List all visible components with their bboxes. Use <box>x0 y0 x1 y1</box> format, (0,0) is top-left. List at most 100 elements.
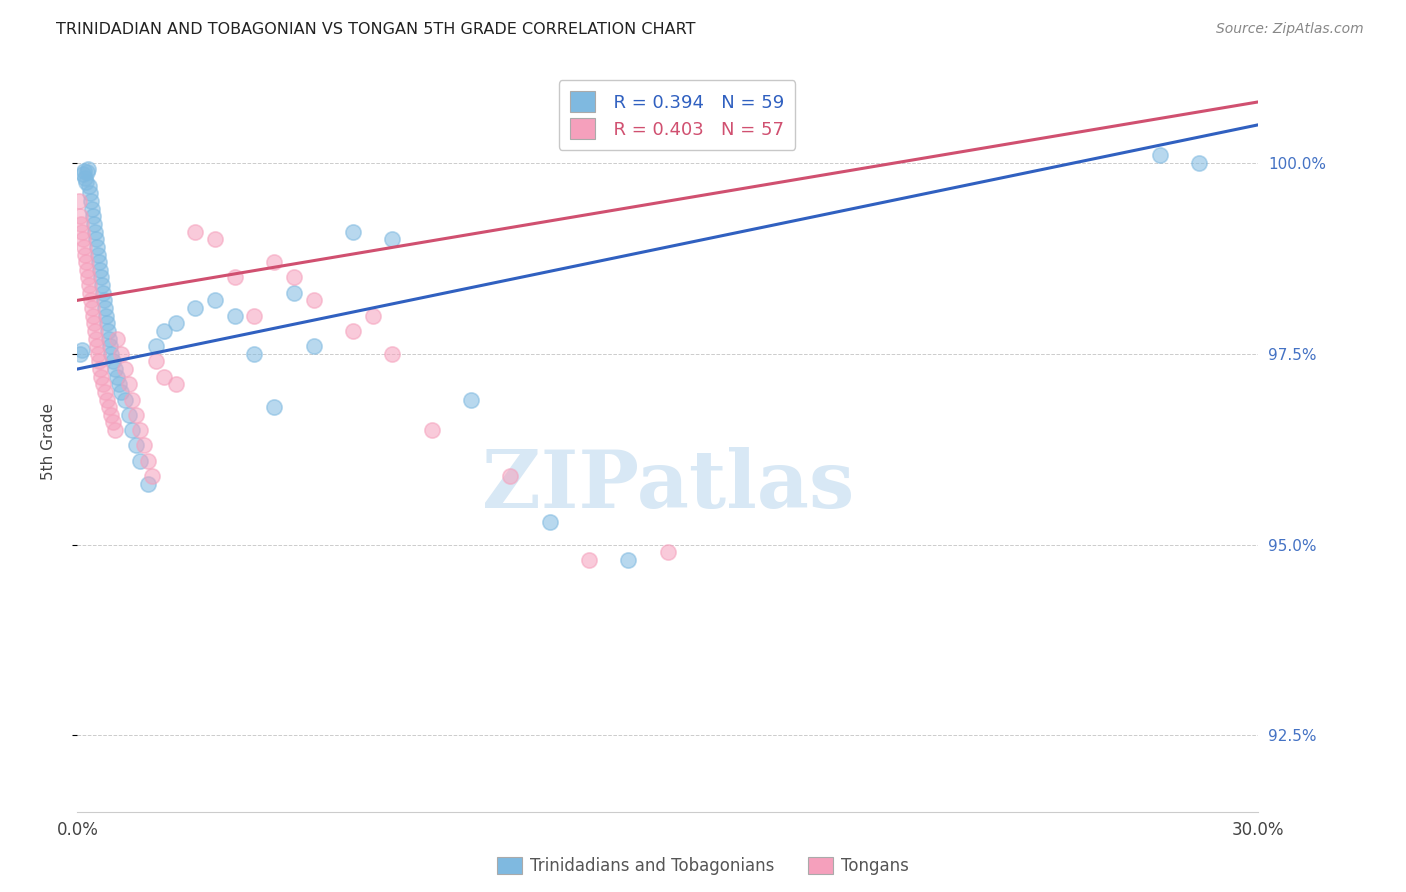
Point <box>75 247 97 261</box>
Point <box>90 270 112 285</box>
Point <box>460 392 482 407</box>
Point <box>82 202 104 216</box>
Point <box>243 309 266 323</box>
Point <box>97 331 120 345</box>
Point <box>184 225 207 239</box>
Point <box>283 270 305 285</box>
Point <box>110 347 132 361</box>
Y-axis label: 5th Grade: 5th Grade <box>42 403 56 480</box>
Point <box>617 553 640 567</box>
Point <box>80 194 103 208</box>
Point <box>94 384 117 399</box>
Point <box>76 262 98 277</box>
Text: ZIPatlas: ZIPatlas <box>482 447 853 525</box>
Point <box>94 309 117 323</box>
Point <box>101 354 124 368</box>
Point <box>89 362 111 376</box>
Legend:   R = 0.394   N = 59,   R = 0.403   N = 57: R = 0.394 N = 59, R = 0.403 N = 57 <box>558 80 796 150</box>
Point <box>76 165 98 179</box>
Point <box>342 324 364 338</box>
Point <box>70 343 93 357</box>
Point <box>302 339 325 353</box>
Point <box>96 392 118 407</box>
Legend: Trinidadians and Tobagonians, Tongans: Trinidadians and Tobagonians, Tongans <box>488 849 918 884</box>
Point <box>86 240 108 254</box>
Point <box>165 316 187 330</box>
Point <box>263 255 285 269</box>
Point <box>91 285 114 300</box>
Point <box>125 438 148 452</box>
Point <box>77 278 100 293</box>
Point <box>145 339 167 353</box>
Point <box>84 331 107 345</box>
Text: Source: ZipAtlas.com: Source: ZipAtlas.com <box>1216 22 1364 37</box>
Point <box>117 408 139 422</box>
Point <box>114 392 136 407</box>
Point <box>224 309 246 323</box>
Point <box>70 225 93 239</box>
Point <box>381 347 404 361</box>
Point <box>136 453 159 467</box>
Text: TRINIDADIAN AND TOBAGONIAN VS TONGAN 5TH GRADE CORRELATION CHART: TRINIDADIAN AND TOBAGONIAN VS TONGAN 5TH… <box>56 22 696 37</box>
Point <box>69 347 91 361</box>
Point <box>204 232 226 246</box>
Point <box>93 293 115 308</box>
Point <box>578 553 600 567</box>
Point <box>83 217 105 231</box>
Point <box>1188 156 1211 170</box>
Point <box>77 270 100 285</box>
Point <box>184 301 207 315</box>
Point <box>141 469 163 483</box>
Point <box>105 369 128 384</box>
Point <box>70 217 93 231</box>
Point <box>104 362 127 376</box>
Point <box>134 438 156 452</box>
Point <box>84 225 107 239</box>
Point <box>101 416 124 430</box>
Point <box>87 247 110 261</box>
Point <box>100 408 122 422</box>
Point <box>69 210 91 224</box>
Point <box>165 377 187 392</box>
Point <box>136 476 159 491</box>
Point <box>79 285 101 300</box>
Point <box>72 232 94 246</box>
Point <box>97 400 120 414</box>
Point <box>90 278 112 293</box>
Point <box>153 324 176 338</box>
Point <box>114 362 136 376</box>
Point <box>87 354 110 368</box>
Point <box>538 515 561 529</box>
Point <box>110 384 132 399</box>
Point <box>84 232 107 246</box>
Point <box>89 262 111 277</box>
Point <box>420 423 443 437</box>
Point <box>263 400 285 414</box>
Point <box>224 270 246 285</box>
Point <box>80 293 103 308</box>
Point <box>105 331 128 345</box>
Point <box>129 453 152 467</box>
Point <box>499 469 522 483</box>
Point <box>381 232 404 246</box>
Point <box>83 316 105 330</box>
Point <box>67 194 90 208</box>
Point <box>79 186 101 201</box>
Point <box>82 301 104 315</box>
Point <box>86 339 108 353</box>
Point <box>91 377 114 392</box>
Point <box>657 545 679 559</box>
Point <box>107 377 129 392</box>
Point <box>121 423 143 437</box>
Point <box>98 339 121 353</box>
Point <box>75 175 97 189</box>
Point <box>145 354 167 368</box>
Point <box>90 369 112 384</box>
Point <box>361 309 384 323</box>
Point <box>117 377 139 392</box>
Point <box>100 347 122 361</box>
Point <box>77 162 100 177</box>
Point <box>73 240 96 254</box>
Point <box>302 293 325 308</box>
Point <box>342 225 364 239</box>
